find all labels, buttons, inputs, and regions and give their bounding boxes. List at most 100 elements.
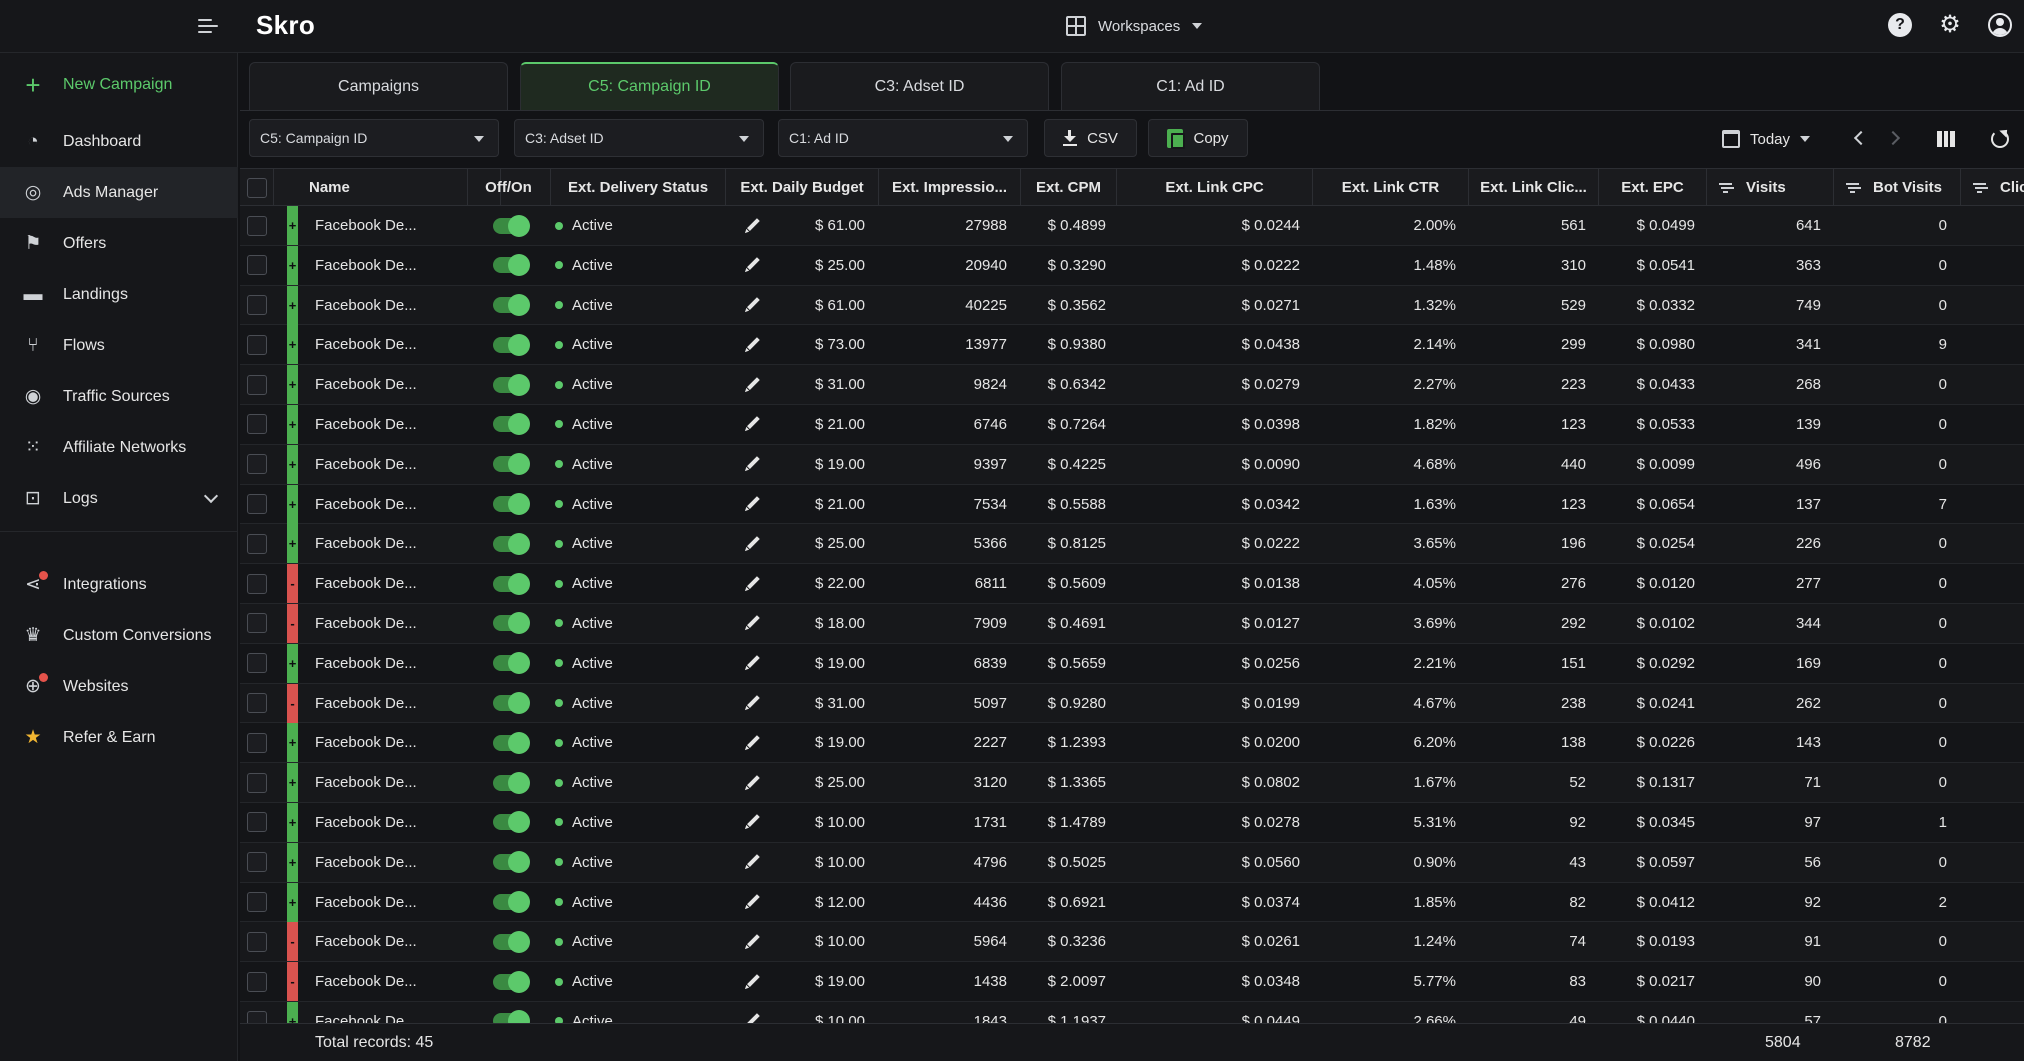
row-on-off-toggle[interactable] [488,365,532,404]
toggle-switch[interactable] [493,612,530,635]
col-header-impressions[interactable]: Ext. Impressio... [879,169,1021,206]
row-expand-indicator[interactable]: + [287,245,298,285]
row-name[interactable]: Facebook De... [315,256,417,274]
toggle-switch[interactable] [493,294,530,317]
row-on-off-toggle[interactable] [488,644,532,683]
col-header-link-clicks[interactable]: Ext. Link Clic... [1469,169,1599,206]
toggle-switch[interactable] [493,413,530,436]
row-edit-budget[interactable] [732,405,772,444]
row-expand-indicator[interactable]: + [287,325,298,365]
row-name[interactable]: Facebook De... [315,495,417,513]
row-name[interactable]: Facebook De... [315,774,417,792]
row-on-off-toggle[interactable] [488,803,532,842]
toggle-switch[interactable] [493,970,530,993]
row-expand-indicator[interactable]: - [287,683,298,723]
sidebar-item-dashboard[interactable]: ◔ Dashboard [0,116,238,167]
row-edit-budget[interactable] [732,922,772,961]
row-expand-indicator[interactable]: - [287,962,298,1002]
row-edit-budget[interactable] [732,644,772,683]
row-expand-indicator[interactable]: + [287,763,298,803]
toggle-switch[interactable] [493,214,530,237]
row-name[interactable]: Facebook De... [315,813,417,831]
row-expand-indicator[interactable]: + [287,404,298,444]
toggle-switch[interactable] [493,811,530,834]
toggle-switch[interactable] [493,333,530,356]
col-header-visits[interactable]: Visits [1707,169,1834,206]
row-checkbox[interactable] [247,732,267,753]
col-header-cpm[interactable]: Ext. CPM [1021,169,1117,206]
col-header-link-cpc[interactable]: Ext. Link CPC [1117,169,1313,206]
row-checkbox[interactable] [247,772,267,793]
row-name[interactable]: Facebook De... [315,415,417,433]
row-checkbox[interactable] [247,971,267,992]
row-expand-indicator[interactable]: + [287,444,298,484]
tab-c5-campaign-id[interactable]: C5: Campaign ID [520,62,779,110]
row-checkbox[interactable] [247,255,267,276]
row-expand-indicator[interactable]: + [287,365,298,405]
row-expand-indicator[interactable]: - [287,922,298,962]
sidebar-item-flows[interactable]: ⑂ Flows [0,320,238,371]
row-on-off-toggle[interactable] [488,286,532,325]
row-on-off-toggle[interactable] [488,485,532,524]
toggle-switch[interactable] [493,532,530,555]
row-edit-budget[interactable] [732,883,772,922]
row-edit-budget[interactable] [732,365,772,404]
row-edit-budget[interactable] [732,803,772,842]
table-row[interactable]: + Facebook De... Active $ 25.00 5366 $ 0.8125… [240,524,2024,565]
row-name[interactable]: Facebook De... [315,376,417,394]
table-row[interactable]: + Facebook De... Active $ 12.00 4436 $ 0.6921… [240,882,2024,923]
row-name[interactable]: Facebook De... [315,933,417,951]
table-row[interactable]: + Facebook De... Active $ 73.00 13977 $ 0.938… [240,325,2024,366]
table-row[interactable]: - Facebook De... Active $ 31.00 5097 $ 0.9280… [240,683,2024,724]
row-checkbox[interactable] [247,613,267,634]
col-header-link-ctr[interactable]: Ext. Link CTR [1313,169,1469,206]
table-row[interactable]: + Facebook De... Active $ 31.00 9824 $ 0.6342… [240,365,2024,405]
table-row[interactable]: + Facebook De... Active $ 10.00 4796 $ 0.5025… [240,842,2024,883]
row-on-off-toggle[interactable] [488,883,532,922]
row-checkbox[interactable] [247,494,267,515]
table-row[interactable]: + Facebook De... Active $ 19.00 6839 $ 0.5659… [240,643,2024,684]
sidebar-item-ads-manager[interactable]: ◎ Ads Manager [0,167,238,218]
row-checkbox[interactable] [247,215,267,236]
row-checkbox[interactable] [247,454,267,475]
next-period-icon[interactable] [1885,130,1901,146]
sidebar-item-offers[interactable]: ⚑ Offers [0,218,238,269]
row-expand-indicator[interactable]: + [287,882,298,922]
sidebar-item-logs[interactable]: ⊡ Logs [0,473,238,524]
row-expand-indicator[interactable]: - [287,603,298,643]
row-name[interactable]: Facebook De... [315,575,417,593]
row-on-off-toggle[interactable] [488,763,532,802]
row-edit-budget[interactable] [732,564,772,603]
row-checkbox[interactable] [247,693,267,714]
tab-campaigns[interactable]: Campaigns [249,62,508,110]
table-row[interactable]: + Facebook De... Active $ 19.00 9397 $ 0.4225… [240,444,2024,485]
row-on-off-toggle[interactable] [488,922,532,961]
toggle-switch[interactable] [493,851,530,874]
row-edit-budget[interactable] [732,962,772,1001]
row-checkbox[interactable] [247,374,267,395]
row-expand-indicator[interactable]: + [287,524,298,564]
col-header-epc[interactable]: Ext. EPC [1599,169,1707,206]
table-row[interactable]: + Facebook De... Active $ 19.00 2227 $ 1.2393… [240,723,2024,764]
copy-button[interactable]: Copy [1148,119,1248,157]
row-edit-budget[interactable] [732,206,772,245]
settings-gear-icon[interactable]: ⚙ [1939,11,1961,38]
row-checkbox[interactable] [247,1011,267,1023]
toggle-switch[interactable] [493,652,530,675]
sidebar-item-websites[interactable]: ⊕ Websites [0,661,238,712]
row-name[interactable]: Facebook De... [315,296,417,314]
row-expand-indicator[interactable]: + [287,206,298,245]
toggle-switch[interactable] [493,731,530,754]
table-row[interactable]: - Facebook De... Active $ 22.00 6811 $ 0.5609… [240,564,2024,604]
row-edit-budget[interactable] [732,723,772,762]
row-name[interactable]: Facebook De... [315,654,417,672]
date-range-picker[interactable]: Today [1722,126,1811,152]
table-row[interactable]: + Facebook De... Active $ 21.00 7534 $ 0.5588… [240,484,2024,525]
row-name[interactable]: Facebook De... [315,973,417,991]
row-edit-budget[interactable] [732,684,772,723]
row-on-off-toggle[interactable] [488,206,532,245]
workspaces-dropdown[interactable]: Workspaces [1066,13,1203,39]
row-name[interactable]: Facebook De... [315,614,417,632]
sidebar-item-traffic-sources[interactable]: ◉ Traffic Sources [0,371,238,422]
table-row[interactable]: - Facebook De... Active $ 19.00 1438 $ 2.0097… [240,962,2024,1002]
